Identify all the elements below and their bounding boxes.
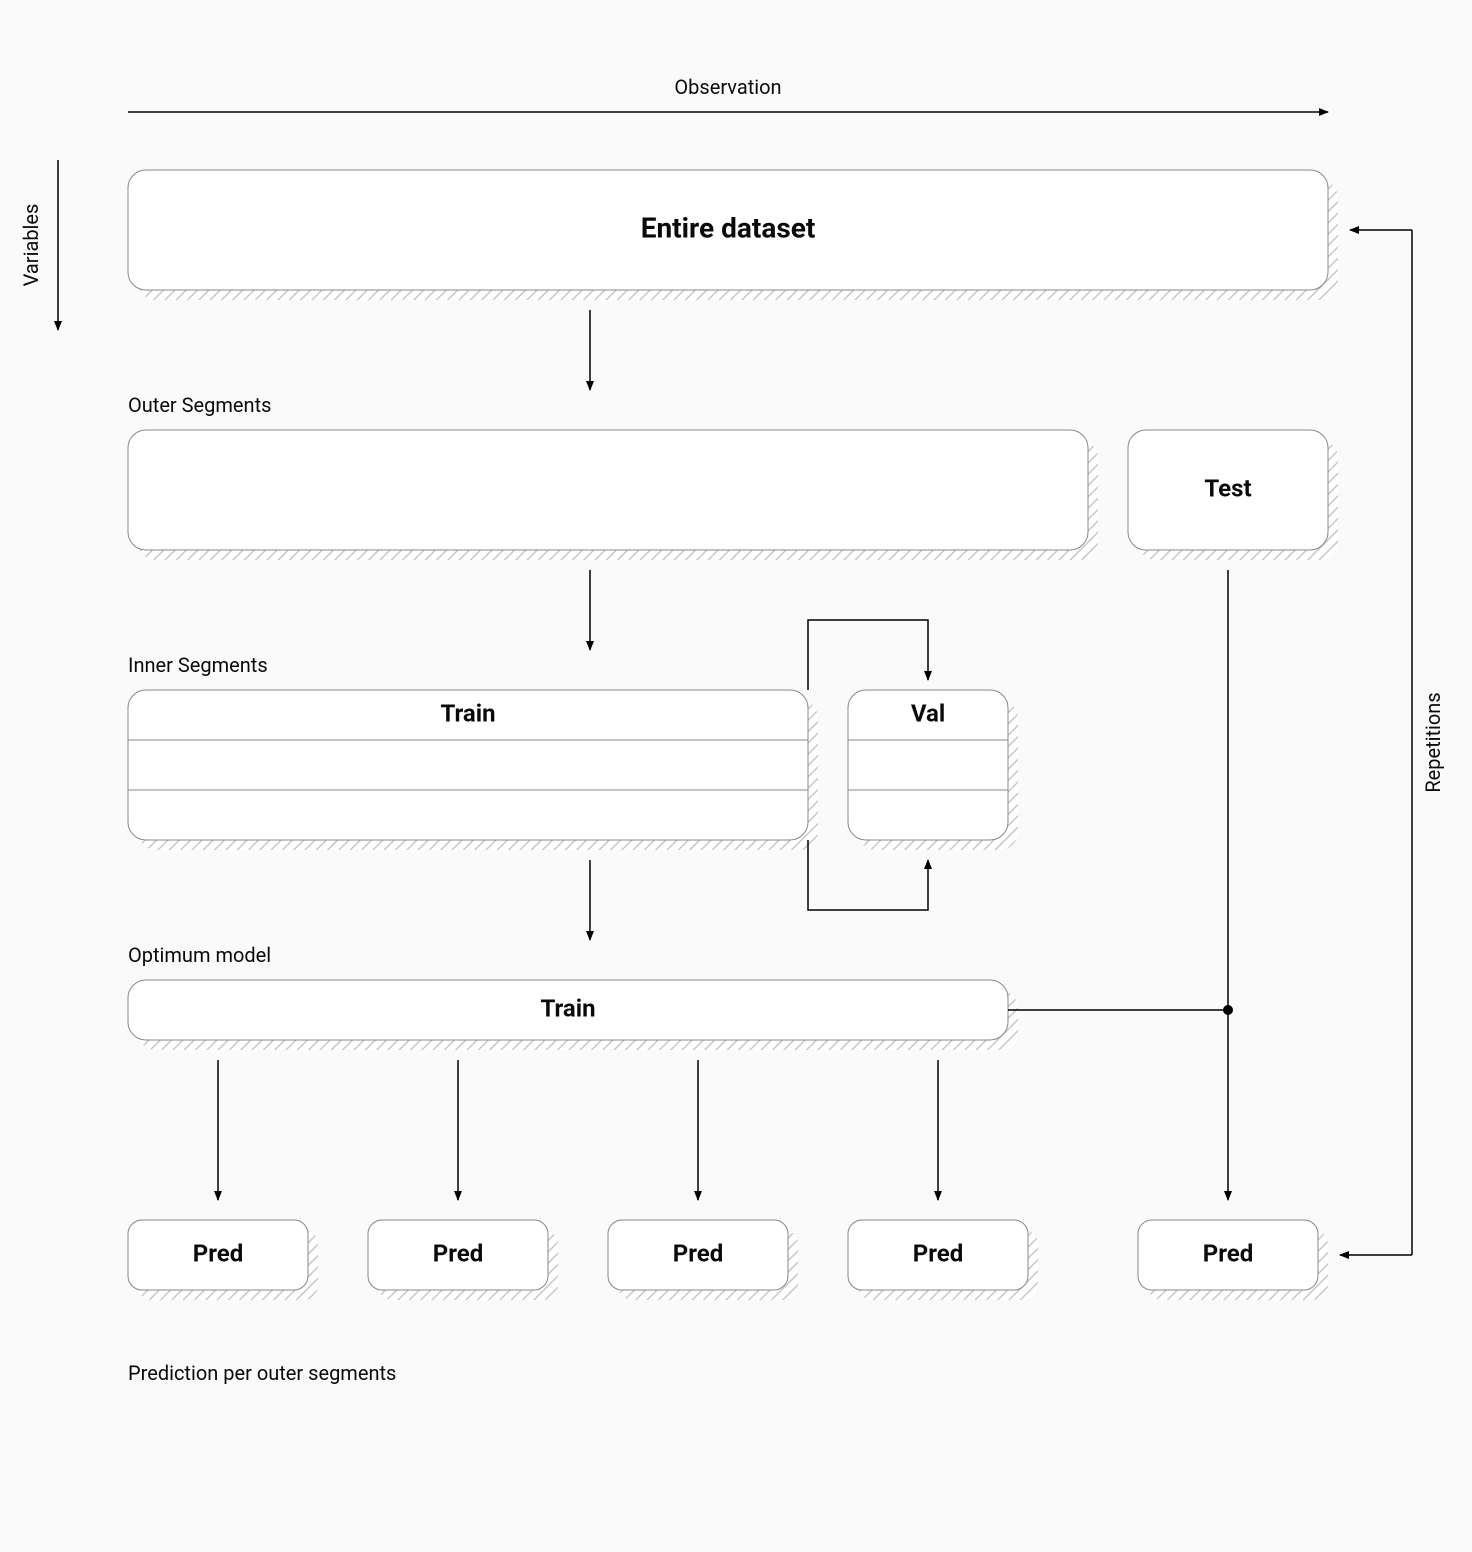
pred-box-4-label: Pred bbox=[1203, 1239, 1254, 1267]
inner-train-label: Train bbox=[440, 699, 495, 727]
optimum-train-label: Train bbox=[540, 994, 595, 1022]
repetitions-axis-label: Repetitions bbox=[1421, 692, 1445, 792]
prediction-per-caption: Prediction per outer segments bbox=[128, 1361, 396, 1385]
pred-box-3-label: Pred bbox=[913, 1239, 964, 1267]
pred-box-0-label: Pred bbox=[193, 1239, 244, 1267]
inner-segments-caption: Inner Segments bbox=[128, 653, 268, 677]
variables-axis-label: Variables bbox=[19, 204, 43, 287]
cv-diagram: Observation Variables Entire dataset Outer … bbox=[0, 0, 1472, 1552]
outer-segments-caption: Outer Segments bbox=[128, 393, 271, 417]
test-box-label: Test bbox=[1204, 474, 1251, 502]
observation-axis-label: Observation bbox=[674, 75, 781, 99]
inner-val-label: Val bbox=[911, 699, 945, 727]
entire-dataset-label: Entire dataset bbox=[641, 211, 816, 244]
pred-box-1-label: Pred bbox=[433, 1239, 484, 1267]
optimum-model-caption: Optimum model bbox=[128, 943, 271, 967]
pred-box-2-label: Pred bbox=[673, 1239, 724, 1267]
